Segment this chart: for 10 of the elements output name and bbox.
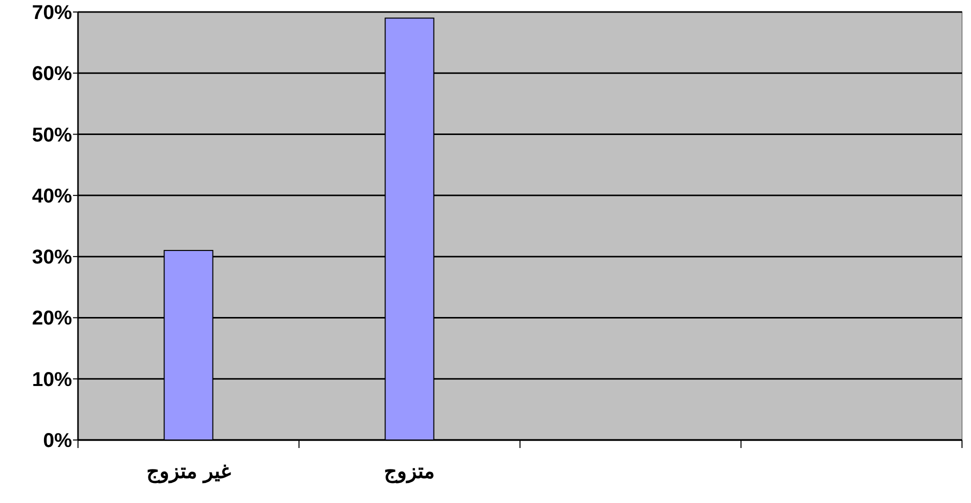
y-tick-label: 0% <box>43 430 72 452</box>
y-tick-label: 60% <box>32 63 72 86</box>
y-tick-label: 30% <box>32 246 72 269</box>
x-tick-label: غير متزوج <box>146 461 232 484</box>
y-tick-label: 40% <box>32 185 72 208</box>
y-tick-label: 50% <box>32 124 72 146</box>
y-tick-label: 10% <box>32 368 72 391</box>
y-tick-label: 70% <box>32 2 72 24</box>
y-tick-label: 20% <box>32 308 72 330</box>
x-tick-label: متزوج <box>384 461 435 484</box>
